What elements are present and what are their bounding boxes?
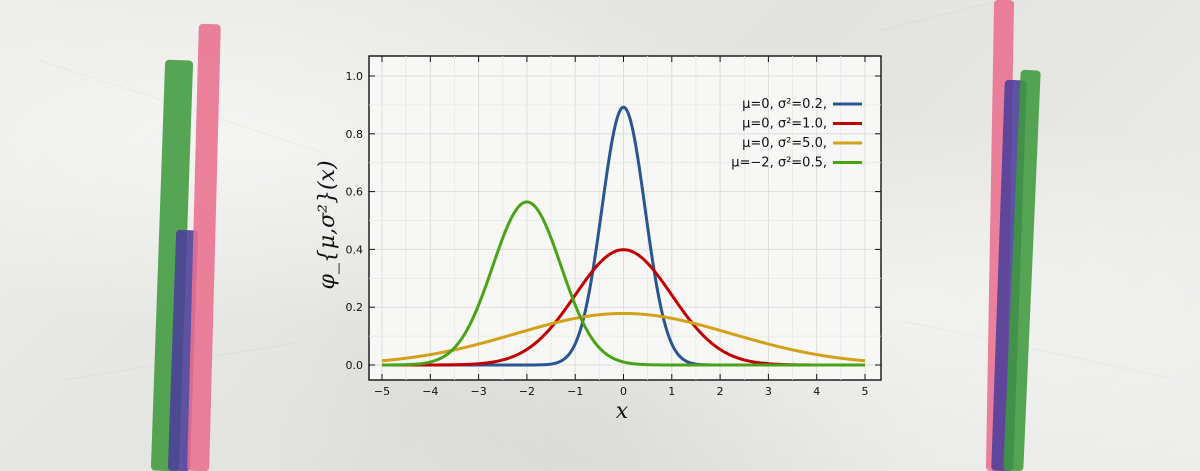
x-tick-label: 5 — [862, 385, 869, 398]
x-tick-label: 2 — [717, 385, 724, 398]
y-tick-label: 0.4 — [346, 243, 364, 256]
y-tick-label: 0.2 — [346, 301, 364, 314]
x-tick-label: 0 — [620, 385, 627, 398]
y-axis-title: φ_{μ,σ²}(x) — [315, 160, 340, 289]
x-tick-label: −4 — [422, 385, 438, 398]
legend-label: μ=0, σ²=1.0, — [742, 117, 827, 132]
y-tick-label: 0.6 — [346, 186, 364, 199]
y-tick-label: 0.0 — [346, 359, 364, 372]
series-line-3 — [381, 311, 866, 363]
legend-label: μ=−2, σ²=0.5, — [731, 156, 827, 171]
x-axis-title: x — [616, 399, 629, 424]
x-tick-label: 4 — [813, 385, 820, 398]
y-tick-label: 1.0 — [346, 70, 364, 83]
x-tick-label: −2 — [519, 385, 535, 398]
x-tick-label: 1 — [668, 385, 675, 398]
legend-label: μ=0, σ²=5.0, — [742, 136, 827, 151]
y-tick-label: 0.8 — [346, 128, 364, 141]
legend-label: μ=0, σ²=0.2, — [742, 97, 827, 112]
x-tick-label: −5 — [374, 385, 390, 398]
x-tick-label: −3 — [470, 385, 486, 398]
series-line-4 — [381, 200, 866, 367]
x-tick-label: −1 — [567, 385, 583, 398]
x-tick-label: 3 — [765, 385, 772, 398]
